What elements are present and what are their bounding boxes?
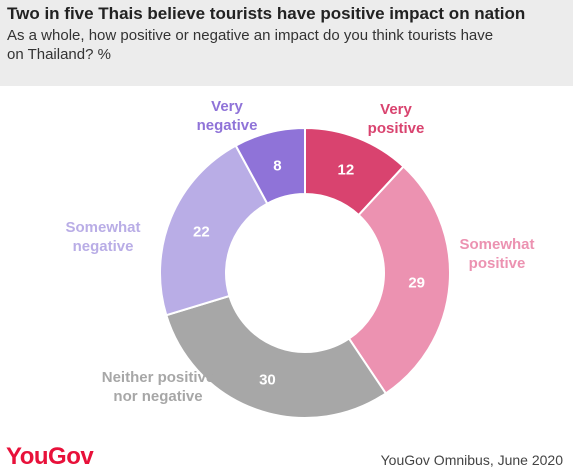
donut-chart: 12 Very positive 29 Somewhat positive 30 Neithe… (65, 98, 535, 419)
category-label: Very negative (197, 98, 258, 134)
chart-title: Two in five Thais believe tourists have … (7, 4, 526, 23)
donut-slice-neither-positive-nor-negative (165, 294, 388, 419)
donut-slice-somewhat-negative (159, 144, 269, 317)
source-note: YouGov Omnibus, June 2020 (380, 452, 563, 468)
donut-slice-very-negative (234, 126, 306, 205)
category-label: Somewhat positive (459, 236, 534, 272)
data-label: 22 (193, 224, 210, 241)
donut-slice-somewhat-positive (347, 165, 451, 395)
chart-subtitle: As a whole, how positive or negative an … (7, 27, 494, 63)
category-label: Very positive (368, 101, 425, 137)
chart-header: Two in five Thais believe tourists have … (0, 0, 573, 86)
data-label: 30 (259, 372, 276, 389)
data-label: 29 (408, 275, 425, 292)
data-label: 8 (273, 157, 281, 174)
category-label: Neither positive nor negative (102, 369, 215, 405)
yougov-logo: YouGov (6, 443, 94, 470)
category-label: Somewhat negative (65, 219, 140, 255)
data-label: 12 (337, 162, 354, 179)
